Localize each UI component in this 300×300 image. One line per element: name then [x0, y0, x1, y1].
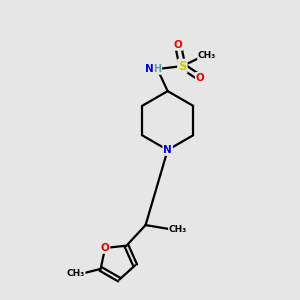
Text: CH₃: CH₃: [67, 269, 85, 278]
Text: O: O: [174, 40, 182, 50]
Text: O: O: [196, 73, 204, 83]
Text: CH₃: CH₃: [169, 225, 187, 234]
Text: N: N: [145, 64, 154, 74]
Text: N: N: [163, 145, 172, 155]
Text: O: O: [101, 243, 110, 253]
Text: CH₃: CH₃: [198, 51, 216, 60]
Text: H: H: [153, 64, 161, 74]
Text: S: S: [178, 60, 187, 73]
